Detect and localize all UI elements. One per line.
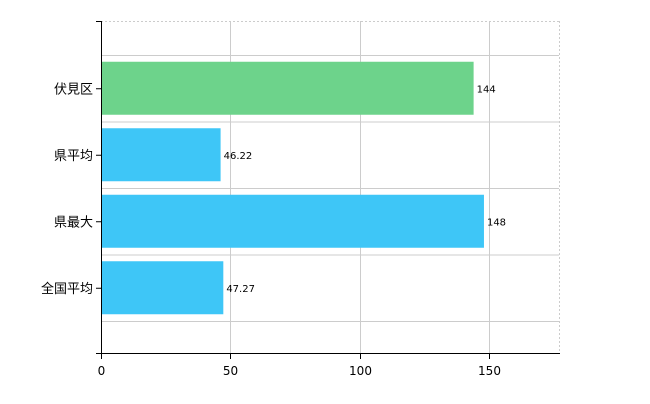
x-tick-label: 0 [98,364,106,378]
category-label: 県平均 [54,149,93,164]
bars-layer [101,61,484,315]
category-label: 全国平均 [41,281,93,297]
labels-layer: 144 伏見区 46.22 県平均 148 県最大 47.27 全国平均 0 50 100 150 [41,82,506,378]
value-label: 46.22 [224,151,253,162]
axis-layer [96,21,560,359]
category-label: 伏見区 [54,82,93,97]
x-tick-label: 100 [349,364,372,378]
category-label: 県最大 [54,215,93,230]
value-label: 144 [477,84,496,95]
x-tick-label: 50 [223,364,238,378]
x-tick-label: 150 [478,364,501,378]
bar-2 [101,128,221,182]
bar-3 [101,194,484,248]
bar-4 [101,261,224,315]
value-label: 148 [487,217,506,228]
bar-1 [101,61,474,115]
value-label: 47.27 [226,284,255,295]
